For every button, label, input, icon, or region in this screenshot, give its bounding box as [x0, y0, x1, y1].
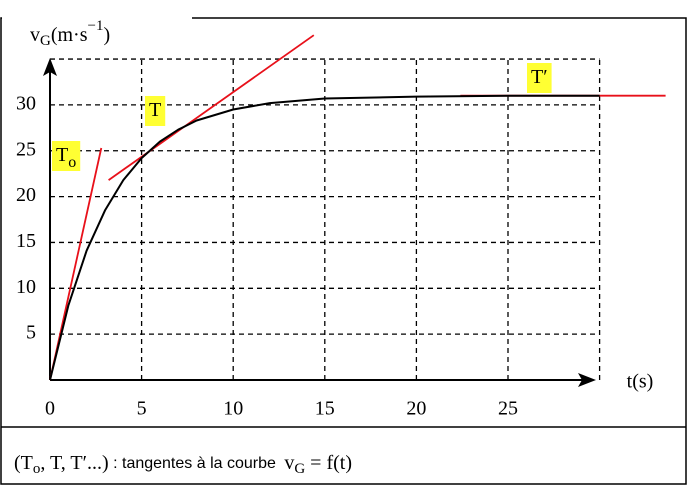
caption-part: , T, T′...) [40, 452, 108, 474]
y-tick-label: 20 [16, 184, 36, 206]
tangent-label: To [56, 144, 76, 171]
caption: (To, T, T′...) : tangentes à la courbe v… [14, 452, 352, 478]
x-tick-label: 5 [137, 398, 147, 420]
label-mask [2, 2, 192, 32]
y-tick-label: 10 [16, 276, 36, 298]
caption-part: (T [14, 452, 33, 474]
y-label-part: (m·s [51, 24, 88, 46]
y-label-part: ) [103, 24, 110, 46]
label-text: T [56, 144, 68, 166]
tangent-label-bg [52, 141, 81, 171]
y-arrow [43, 58, 57, 76]
x-tick-label: 25 [498, 398, 518, 420]
label-text: T′ [531, 66, 548, 88]
curve [49, 94, 600, 381]
label-text: T [149, 99, 161, 121]
x-arrow [578, 373, 596, 387]
tangent-label: T [149, 99, 161, 121]
y-label-part: G [40, 33, 51, 49]
caption-part: = f(t) [305, 452, 352, 474]
y-tick-label: 15 [16, 230, 36, 252]
tangent-label: T′ [531, 66, 548, 88]
frame [0, 17, 687, 485]
x-tick-label: 0 [45, 398, 55, 420]
y-tick-label: 25 [16, 138, 36, 160]
tangent-label-bg [527, 63, 552, 93]
label-subscript: o [68, 154, 76, 171]
caption-part: : tangentes à la courbe [109, 455, 281, 472]
y-axis-label: vG(m·s−1) [30, 18, 110, 49]
x-tick-label: 10 [223, 398, 243, 420]
x-tick-label: 20 [406, 398, 426, 420]
caption-part: v [284, 452, 294, 474]
y-tick-label: 30 [16, 92, 36, 114]
tangent-label-bg [145, 96, 166, 126]
y-label-part: −1 [88, 18, 104, 34]
y-tick-label: 5 [26, 322, 36, 344]
x-tick-label: 15 [315, 398, 335, 420]
caption-part: G [294, 461, 305, 477]
x-axis-label: t(s) [627, 371, 654, 393]
y-label-part: v [30, 24, 40, 46]
caption-part: o [33, 461, 41, 477]
